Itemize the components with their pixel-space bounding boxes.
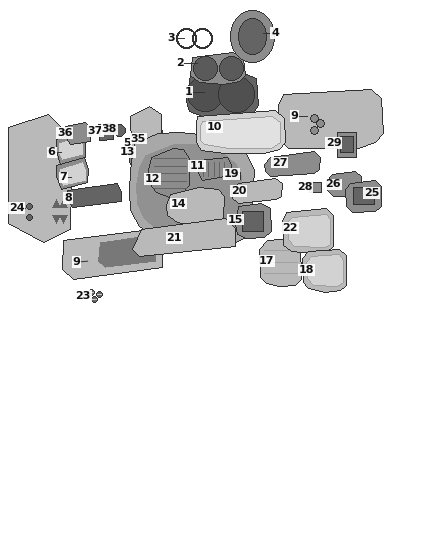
Text: 35: 35	[131, 134, 146, 143]
Text: 13: 13	[119, 147, 135, 157]
Text: 37: 37	[88, 126, 103, 136]
Text: 12: 12	[145, 174, 160, 184]
Text: 11: 11	[189, 161, 205, 171]
Text: 27: 27	[272, 158, 287, 167]
Text: 10: 10	[207, 122, 223, 132]
Text: 7: 7	[60, 173, 67, 182]
Text: 20: 20	[231, 186, 247, 196]
Text: 38: 38	[102, 124, 117, 134]
Text: 17: 17	[258, 256, 274, 266]
Text: 21: 21	[166, 233, 182, 243]
Text: 1: 1	[184, 87, 192, 96]
Text: 36: 36	[57, 128, 73, 138]
Text: 19: 19	[223, 169, 239, 179]
Text: 25: 25	[364, 188, 379, 198]
Text: 18: 18	[299, 265, 314, 274]
Text: 3: 3	[167, 34, 175, 43]
Text: 26: 26	[325, 180, 341, 189]
Text: 28: 28	[297, 182, 312, 192]
Text: 5: 5	[123, 138, 131, 148]
Text: 6: 6	[48, 148, 56, 157]
Text: 4: 4	[271, 28, 279, 38]
Text: 29: 29	[326, 138, 342, 148]
Text: 23: 23	[75, 292, 91, 301]
Text: 9: 9	[73, 257, 81, 267]
Text: 24: 24	[9, 203, 25, 213]
Text: 15: 15	[228, 215, 244, 224]
Text: 14: 14	[171, 199, 187, 208]
Text: 8: 8	[64, 193, 72, 203]
Text: 2: 2	[176, 58, 184, 68]
Text: 9: 9	[290, 111, 298, 121]
Text: 22: 22	[282, 223, 298, 233]
